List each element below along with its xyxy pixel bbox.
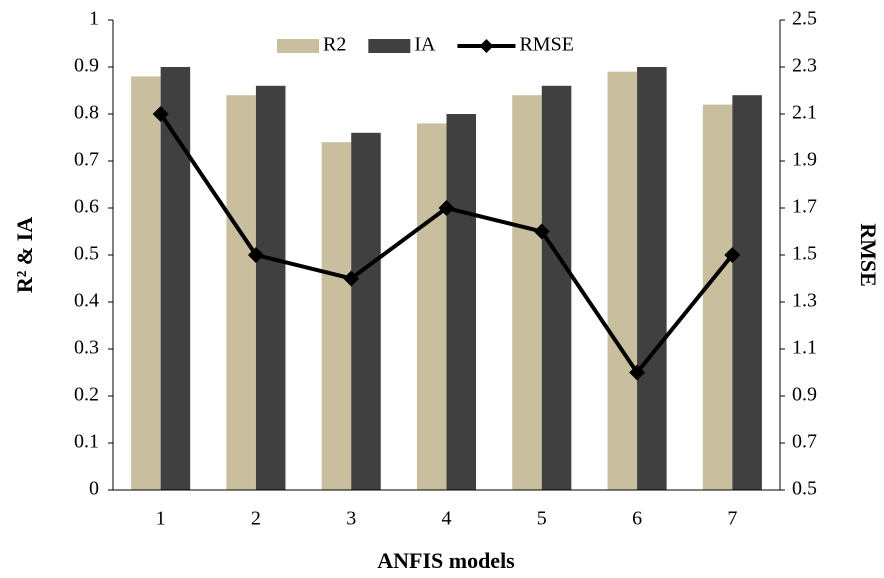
- y2-tick-label: 1.3: [792, 290, 817, 312]
- legend-label: R2: [323, 34, 346, 56]
- x-axis-title: ANFIS models: [377, 548, 515, 573]
- x-tick-label: 1: [156, 508, 166, 530]
- bar: [637, 67, 667, 490]
- x-tick-label: 6: [632, 508, 642, 530]
- y-axis-title: R² & IA: [12, 217, 37, 293]
- x-tick-label: 4: [442, 508, 452, 530]
- bar: [255, 85, 286, 491]
- bar: [607, 71, 638, 490]
- bar: [160, 67, 191, 490]
- bar: [446, 114, 477, 490]
- y2-tick-label: 2.3: [792, 55, 817, 77]
- legend-swatch: [479, 39, 494, 53]
- marker: [533, 223, 550, 240]
- y2-tick-label: 1.9: [792, 149, 817, 171]
- x-tick-label: 5: [537, 508, 547, 530]
- bar: [131, 76, 161, 491]
- bar: [321, 142, 352, 490]
- bar: [226, 95, 256, 490]
- x-tick-label: 2: [251, 508, 261, 530]
- marker: [629, 364, 646, 381]
- marker: [152, 106, 169, 122]
- y-tick-label: 0.8: [74, 102, 99, 124]
- x-tick-label: 7: [727, 508, 737, 530]
- y-tick-label: 0.7: [74, 149, 99, 171]
- y-tick-label: 0.9: [74, 55, 99, 77]
- y2-tick-label: 1.1: [792, 337, 817, 359]
- y-tick-label: 0.1: [74, 431, 99, 453]
- y2-tick-label: 0.7: [792, 431, 817, 453]
- bar: [732, 95, 762, 490]
- bar: [351, 132, 381, 491]
- y2-tick-label: 1.7: [792, 196, 817, 218]
- legend-swatch: [277, 39, 319, 53]
- marker: [247, 247, 264, 263]
- legend-swatch: [368, 39, 411, 53]
- y2-tick-label: 2.5: [792, 8, 817, 30]
- y-tick-label: 1: [89, 8, 99, 30]
- bar: [702, 104, 733, 490]
- x-tick-label: 3: [346, 508, 356, 530]
- y2-tick-label: 0.9: [792, 384, 817, 406]
- bar: [512, 95, 542, 490]
- marker: [438, 200, 455, 216]
- marker: [343, 270, 360, 287]
- bar: [541, 85, 572, 491]
- legend-label: IA: [414, 34, 436, 56]
- y-tick-label: 0.2: [74, 384, 99, 406]
- marker: [724, 247, 741, 263]
- y-tick-label: 0.6: [74, 196, 99, 218]
- bar: [416, 123, 447, 491]
- y-tick-label: 0.5: [74, 243, 99, 265]
- y2-axis-title: RMSE: [856, 223, 881, 287]
- y2-tick-label: 2.1: [792, 102, 817, 124]
- y-tick-label: 0.3: [74, 337, 99, 359]
- y2-tick-label: 1.5: [792, 243, 817, 265]
- y-tick-label: 0.4: [74, 290, 99, 312]
- legend-label: RMSE: [519, 34, 573, 56]
- y-tick-label: 0: [89, 478, 99, 500]
- y2-tick-label: 0.5: [792, 478, 817, 500]
